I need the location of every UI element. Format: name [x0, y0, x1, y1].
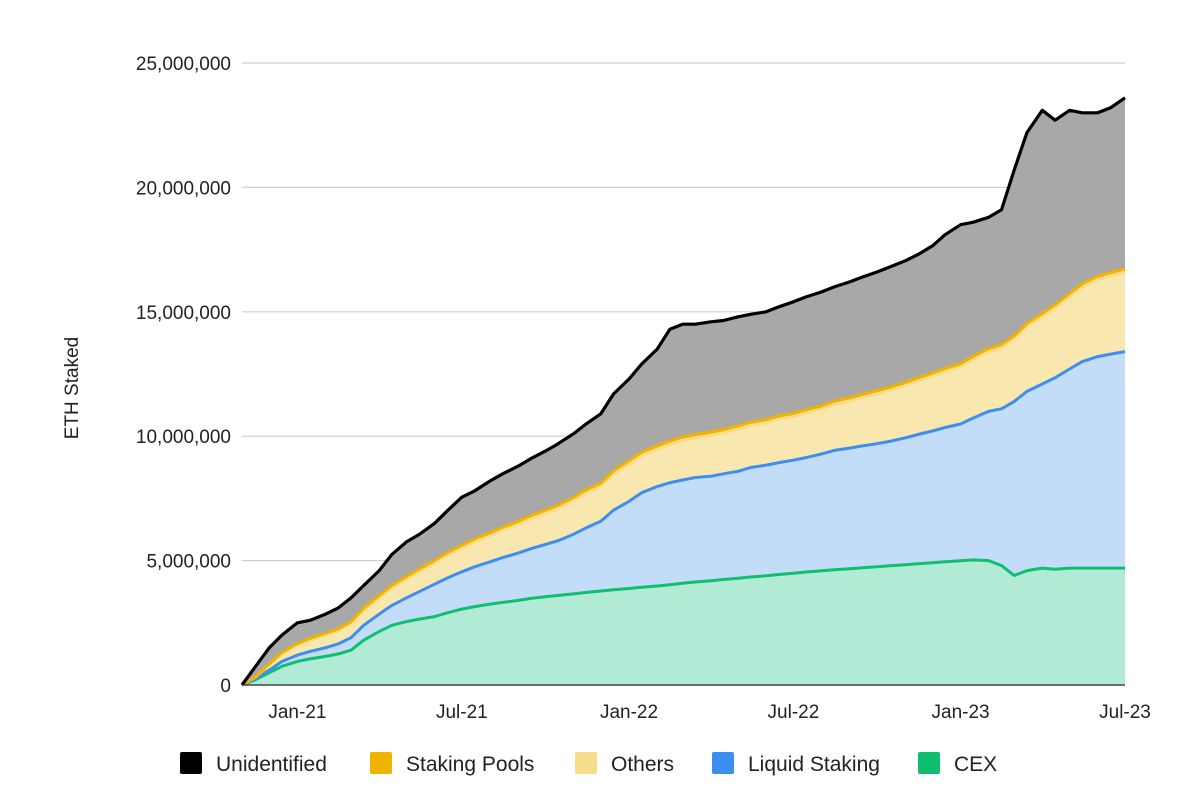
y-axis-label: ETH Staked	[62, 337, 83, 439]
legend-item-staking-pools: Staking Pools	[370, 752, 534, 776]
y-tick-label: 0	[220, 676, 231, 697]
others-line	[241, 270, 1126, 687]
x-tick-label: Jan-21	[268, 702, 326, 723]
staking-pools-line	[241, 267, 1126, 687]
y-tick-label: 25,000,000	[136, 54, 231, 75]
legend-item-liquid-staking: Liquid Staking	[712, 752, 880, 776]
cex-area	[242, 559, 1125, 685]
x-tick-label: Jan-23	[932, 702, 990, 723]
legend-item-unidentified: Unidentified	[180, 752, 327, 776]
x-axis-ticks: Jan-21 Jul-21 Jan-22 Jul-22 Jan-23 Jul-23	[268, 702, 1151, 723]
series-lines	[240, 96, 1126, 687]
y-tick-label: 15,000,000	[136, 303, 231, 324]
liquid-staking-line	[241, 350, 1126, 687]
stacked-areas	[242, 97, 1125, 686]
legend-swatch	[712, 752, 734, 774]
y-tick-label: 5,000,000	[146, 552, 231, 573]
y-tick-label: 10,000,000	[136, 427, 231, 448]
x-tick-label: Jul-22	[768, 702, 820, 723]
y-tick-label: 20,000,000	[136, 178, 231, 199]
legend-label: Others	[611, 753, 674, 776]
x-tick-label: Jan-22	[600, 702, 658, 723]
unidentified-area	[242, 97, 1125, 686]
legend-label: CEX	[954, 753, 997, 776]
x-tick-label: Jul-23	[1099, 702, 1151, 723]
legend-item-others: Others	[575, 752, 674, 776]
cex-line	[241, 558, 1125, 687]
x-tick-label: Jul-21	[436, 702, 488, 723]
legend-item-cex: CEX	[918, 752, 997, 776]
legend-swatch	[918, 752, 940, 774]
legend-swatch	[180, 752, 202, 774]
liquid-staking-area	[242, 351, 1125, 685]
legend-label: Staking Pools	[406, 753, 534, 776]
y-axis-ticks: 0 5,000,000 10,000,000 15,000,000 20,000,000…	[136, 54, 231, 697]
legend: Unidentified Staking Pools Others Liquid St…	[180, 752, 997, 776]
legend-label: Unidentified	[216, 753, 327, 776]
legend-label: Liquid Staking	[748, 753, 880, 776]
unidentified-line	[240, 96, 1126, 686]
legend-swatch	[370, 752, 392, 774]
legend-swatch	[575, 752, 597, 774]
